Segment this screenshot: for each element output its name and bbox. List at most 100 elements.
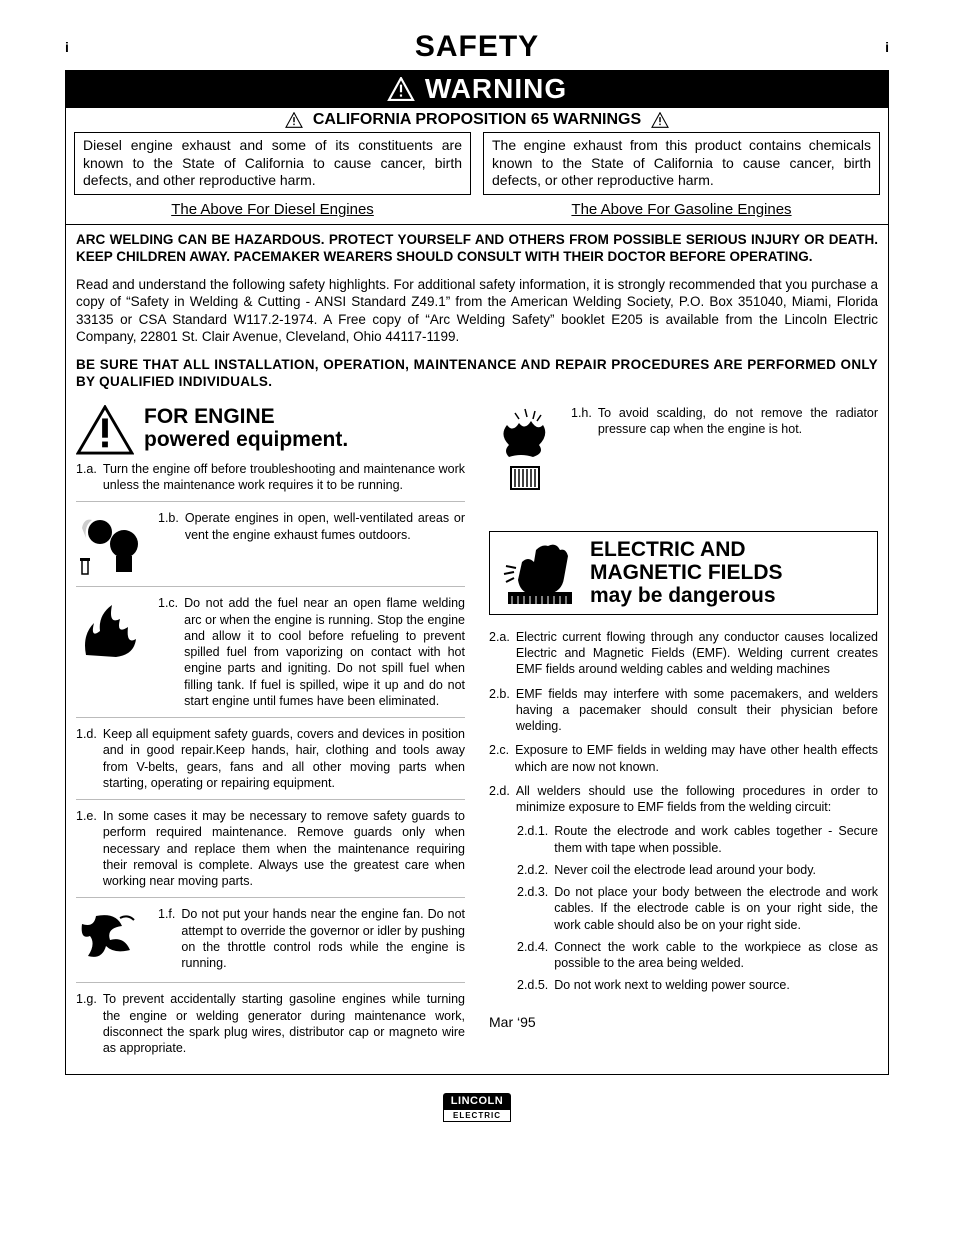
header-row: i SAFETY i xyxy=(65,30,889,64)
caution-triangle-icon xyxy=(76,405,134,455)
item-text: Electric current flowing through any con… xyxy=(516,629,878,678)
item-num: 2.d. xyxy=(489,783,510,816)
safety-title: SAFETY xyxy=(415,30,539,64)
item-num: 2.a. xyxy=(489,629,510,678)
warning-text: WARNING xyxy=(425,73,567,105)
item-text: Exposure to EMF fields in welding may ha… xyxy=(515,742,878,775)
item-text: Turn the engine off before troubleshooti… xyxy=(103,461,465,494)
sub-text: Do not work next to welding power source… xyxy=(554,977,878,993)
item-1c-row: 1.c. Do not add the fuel near an open fl… xyxy=(76,595,465,709)
flame-icon xyxy=(76,595,148,663)
item-num: 1.c. xyxy=(158,595,178,709)
item-text: In some cases it may be necessary to rem… xyxy=(103,808,465,889)
item-num: 1.f. xyxy=(158,906,175,971)
divider xyxy=(76,586,465,587)
sub-num: 2.d.3. xyxy=(517,884,548,933)
sub-text: Connect the work cable to the workpiece … xyxy=(554,939,878,972)
sub-num: 2.d.4. xyxy=(517,939,548,972)
sub-text: Route the electrode and work cables toge… xyxy=(554,823,878,856)
item-num: 1.a. xyxy=(76,461,97,494)
sub-num: 2.d.5. xyxy=(517,977,548,993)
prop65-boxes: Diesel engine exhaust and some of its co… xyxy=(66,132,888,199)
logo-brand: LINCOLN xyxy=(443,1093,511,1109)
divider xyxy=(76,799,465,800)
item-2b: 2.b. EMF fields may interfere with some … xyxy=(489,686,878,735)
alert-triangle-icon xyxy=(651,112,669,128)
diesel-caption: The Above For Diesel Engines xyxy=(74,201,471,218)
item-1g: 1.g. To prevent accidentally starting ga… xyxy=(76,991,465,1056)
item-1a: 1.a. Turn the engine off before troubles… xyxy=(76,461,465,494)
divider xyxy=(76,897,465,898)
item-text: Do not put your hands near the engine fa… xyxy=(181,906,465,971)
footer-logo: LINCOLN ELECTRIC xyxy=(65,1093,889,1122)
emf-title-line2: MAGNETIC FIELDS xyxy=(590,561,783,584)
gasoline-caption: The Above For Gasoline Engines xyxy=(483,201,880,218)
arc-warning-body: Read and understand the following safety… xyxy=(76,276,878,346)
sub-text: Do not place your body between the elect… xyxy=(554,884,878,933)
page-number-left: i xyxy=(65,39,69,55)
item-text: To avoid scalding, do not remove the rad… xyxy=(598,405,878,438)
item-num: 1.h. xyxy=(571,405,592,438)
logo-subbrand: ELECTRIC xyxy=(443,1109,511,1122)
item-2d2: 2.d.2. Never coil the electrode lead aro… xyxy=(517,862,878,878)
sub-num: 2.d.1. xyxy=(517,823,548,856)
item-2a: 2.a. Electric current flowing through an… xyxy=(489,629,878,678)
emf-title-line3: may be dangerous xyxy=(590,584,783,607)
item-1b-row: 1.b. Operate engines in open, well-venti… xyxy=(76,510,465,578)
item-1d: 1.d. Keep all equipment safety guards, c… xyxy=(76,726,465,791)
right-column: 1.h. To avoid scalding, do not remove th… xyxy=(489,405,878,1065)
item-num: 2.b. xyxy=(489,686,510,735)
engine-section-head: FOR ENGINE powered equipment. xyxy=(76,405,465,455)
item-2c: 2.c. Exposure to EMF fields in welding m… xyxy=(489,742,878,775)
page-number-right: i xyxy=(885,39,889,55)
emf-section-head-box: ELECTRIC AND MAGNETIC FIELDS may be dang… xyxy=(489,531,878,615)
warning-triangle-icon xyxy=(387,77,415,101)
fan-hazard-icon xyxy=(76,906,148,974)
item-text: All welders should use the following pro… xyxy=(516,783,878,816)
prop65-gasoline-box: The engine exhaust from this product con… xyxy=(483,132,880,195)
item-num: 1.b. xyxy=(158,510,179,543)
engine-section-title: FOR ENGINE powered equipment. xyxy=(144,405,348,451)
engine-title-line1: FOR ENGINE xyxy=(144,405,348,428)
prop65-heading-row: CALIFORNIA PROPOSITION 65 WARNINGS xyxy=(66,108,888,132)
prop65-diesel-box: Diesel engine exhaust and some of its co… xyxy=(74,132,471,195)
item-text: Do not add the fuel near an open flame w… xyxy=(184,595,465,709)
emf-title-line1: ELECTRIC AND xyxy=(590,538,783,561)
item-2d1: 2.d.1. Route the electrode and work cabl… xyxy=(517,823,878,856)
radiator-scald-icon xyxy=(489,405,561,495)
item-text: Operate engines in open, well-ventilated… xyxy=(185,510,465,543)
item-text: Keep all equipment safety guards, covers… xyxy=(103,726,465,791)
divider xyxy=(76,982,465,983)
left-column: FOR ENGINE powered equipment. 1.a. Turn … xyxy=(76,405,465,1065)
divider xyxy=(76,501,465,502)
arc-welding-block: ARC WELDING CAN BE HAZARDOUS. PROTECT YO… xyxy=(66,225,888,401)
arc-warning-bold: ARC WELDING CAN BE HAZARDOUS. PROTECT YO… xyxy=(76,231,878,266)
two-column-body: FOR ENGINE powered equipment. 1.a. Turn … xyxy=(66,401,888,1075)
warning-bar: WARNING xyxy=(65,70,889,108)
emf-hand-icon xyxy=(500,538,580,608)
ventilation-icon xyxy=(76,510,148,578)
item-2d3: 2.d.3. Do not place your body between th… xyxy=(517,884,878,933)
item-1h-row: 1.h. To avoid scalding, do not remove th… xyxy=(489,405,878,495)
emf-section-title: ELECTRIC AND MAGNETIC FIELDS may be dang… xyxy=(590,538,783,607)
divider xyxy=(76,717,465,718)
item-num: 1.e. xyxy=(76,808,97,889)
main-content-frame: CALIFORNIA PROPOSITION 65 WARNINGS Diese… xyxy=(65,108,889,1075)
qualified-individuals-note: BE SURE THAT ALL INSTALLATION, OPERATION… xyxy=(76,356,878,391)
item-2d: 2.d. All welders should use the followin… xyxy=(489,783,878,816)
item-1e: 1.e. In some cases it may be necessary t… xyxy=(76,808,465,889)
item-1f-row: 1.f. Do not put your hands near the engi… xyxy=(76,906,465,974)
item-num: 1.d. xyxy=(76,726,97,791)
sub-text: Never coil the electrode lead around you… xyxy=(554,862,878,878)
revision-date: Mar ‘95 xyxy=(489,1014,878,1030)
item-2d4: 2.d.4. Connect the work cable to the wor… xyxy=(517,939,878,972)
item-num: 2.c. xyxy=(489,742,509,775)
engine-title-line2: powered equipment. xyxy=(144,428,348,451)
alert-triangle-icon xyxy=(285,112,303,128)
item-text: To prevent accidentally starting gasolin… xyxy=(103,991,465,1056)
item-2d5: 2.d.5. Do not work next to welding power… xyxy=(517,977,878,993)
prop65-heading: CALIFORNIA PROPOSITION 65 WARNINGS xyxy=(313,111,641,129)
sub-num: 2.d.2. xyxy=(517,862,548,878)
item-num: 1.g. xyxy=(76,991,97,1056)
prop65-captions: The Above For Diesel Engines The Above F… xyxy=(66,199,888,224)
